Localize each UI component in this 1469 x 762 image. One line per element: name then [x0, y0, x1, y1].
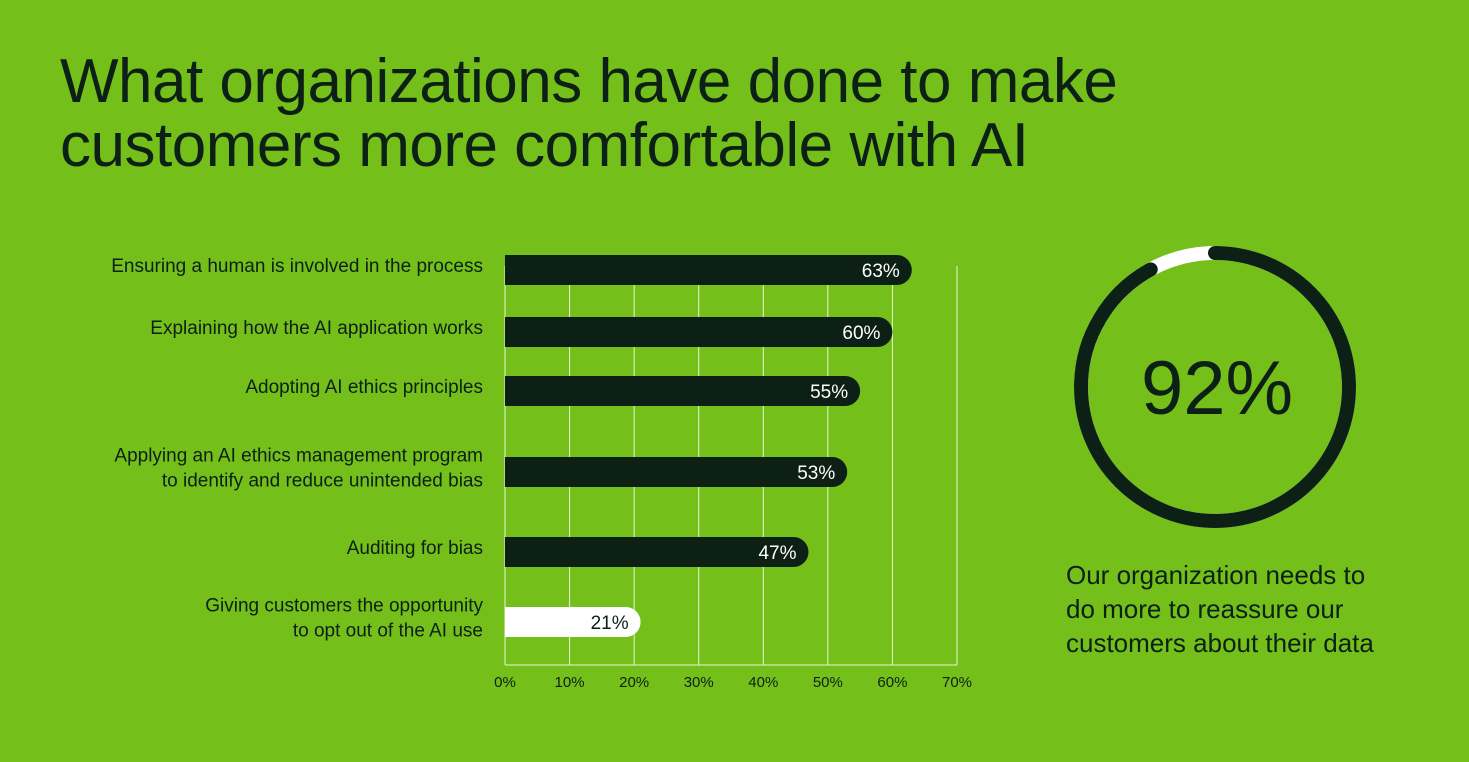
x-tick-label: 60%	[877, 674, 907, 691]
x-tick-label: 30%	[684, 674, 714, 691]
category-label: Giving customers the opportunity	[205, 596, 483, 617]
donut-value-arc	[1074, 246, 1356, 528]
category-label: Ensuring a human is involved in the proc…	[111, 256, 483, 277]
x-tick-label: 50%	[813, 674, 843, 691]
x-tick-label: 70%	[942, 674, 972, 691]
bar	[505, 457, 848, 487]
x-tick-label: 40%	[748, 674, 778, 691]
bar	[505, 376, 861, 406]
title-line-2: customers more comfortable with AI	[60, 111, 1029, 180]
bar-value-label: 63%	[862, 261, 900, 282]
x-tick-label: 20%	[619, 674, 649, 691]
category-label: to identify and reduce unintended bias	[162, 471, 483, 492]
bar-value-label: 47%	[758, 543, 796, 564]
page-title: What organizations have done to make cus…	[60, 50, 1210, 178]
donut-chart: 92%	[1074, 246, 1356, 528]
category-label: Auditing for bias	[347, 538, 483, 559]
bar-value-label: 53%	[797, 463, 835, 484]
donut-value-label: 92%	[1141, 346, 1293, 431]
bar	[505, 255, 912, 285]
bar	[505, 537, 809, 567]
donut-caption: Our organization needs to do more to rea…	[1066, 560, 1374, 658]
category-label: Adopting AI ethics principles	[245, 377, 483, 398]
bar-value-label: 55%	[810, 382, 848, 403]
x-tick-label: 10%	[555, 674, 585, 691]
title-line-1: What organizations have done to make	[60, 47, 1118, 116]
category-label: Explaining how the AI application works	[150, 318, 483, 339]
bar-value-label: 60%	[842, 323, 880, 344]
category-label: Applying an AI ethics management program	[114, 446, 483, 467]
bar-value-label: 21%	[591, 613, 629, 634]
bar-chart: 0% 10% 20% 30% 40% 50% 60% 70% 63% Ensuring a hum…	[111, 255, 972, 691]
bar	[505, 607, 641, 637]
category-label: to opt out of the AI use	[293, 621, 483, 642]
bar	[505, 317, 893, 347]
x-tick-label: 0%	[494, 674, 516, 691]
